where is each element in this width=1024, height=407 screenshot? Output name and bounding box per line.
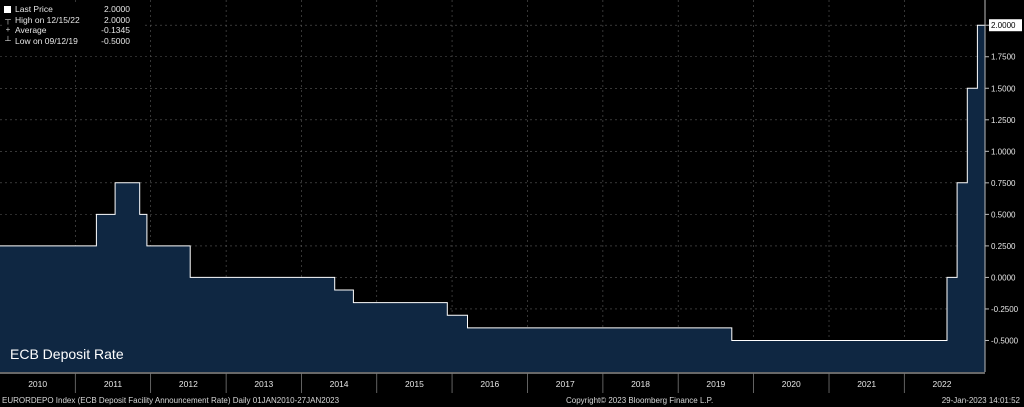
x-tick-label: 2022 [933, 379, 952, 389]
legend-value: -0.5000 [101, 35, 130, 46]
footer-source: EURORDEPO Index (ECB Deposit Facility An… [2, 396, 340, 405]
legend-value: -0.1345 [101, 25, 130, 35]
legend-marker-icon: + [5, 25, 11, 34]
footer-copyright: Copyright© 2023 Bloomberg Finance L.P. [566, 396, 714, 405]
x-axis-band [0, 373, 985, 394]
legend-entry: + Average -0.1345 [2, 25, 142, 36]
legend-value: 2.0000 [104, 14, 130, 25]
last-price-badge [989, 19, 1022, 32]
y-tick-label: 1.0000 [991, 147, 1016, 156]
x-axis: 2010 2011 2012 2013 2014 2015 2016 2017 2018 2019… [0, 372, 985, 394]
y-tick-label: 0.7500 [991, 179, 1016, 188]
x-tick-label: 2014 [330, 379, 349, 389]
y-tick-label: 1.2500 [991, 116, 1016, 125]
x-tick-label: 2020 [782, 379, 801, 389]
legend-label: Low on 09/12/19 [15, 35, 78, 46]
legend-marker-icon: ┬ [5, 14, 11, 24]
x-tick-label: 2016 [480, 379, 499, 389]
series-fill [0, 25, 985, 372]
y-tick-label: 1.7500 [991, 53, 1016, 62]
footer-timestamp: 29-Jan-2023 14:01:52 [941, 396, 1020, 405]
x-tick-label: 2017 [556, 379, 575, 389]
legend-value: 2.0000 [104, 4, 130, 14]
y-tick-label: -0.2500 [991, 305, 1019, 314]
x-tick-label: 2018 [631, 379, 650, 389]
legend: Last Price 2.0000 ┬ High on 12/15/22 2.0000 +… [2, 4, 142, 52]
x-tick-label: 2010 [28, 379, 47, 389]
grid-lines [0, 0, 985, 372]
y-tick-label: 0.0000 [991, 273, 1016, 282]
legend-marker-icon [4, 6, 11, 13]
x-tick-label: 2015 [405, 379, 424, 389]
x-tick-label: 2012 [179, 379, 198, 389]
y-tick-label: 1.5000 [991, 84, 1016, 93]
legend-marker-icon: ┴ [5, 35, 11, 45]
y-tick-label: 0.5000 [991, 210, 1016, 219]
y-axis: 2.0000 1.7500 1.5000 1.2500 1.0000 0.7500 0.50… [984, 0, 1022, 372]
legend-label: High on 12/15/22 [15, 14, 80, 25]
y-tick-label: -0.5000 [991, 336, 1019, 345]
legend-entry: ┬ High on 12/15/22 2.0000 [2, 15, 142, 26]
y-tick-label: 2.0000 [991, 21, 1016, 30]
legend-label: Average [15, 25, 47, 35]
legend-label: Last Price [15, 4, 53, 14]
series-area [0, 24, 986, 372]
series-line [0, 24, 985, 341]
y-tick-label: 0.2500 [991, 242, 1016, 251]
chart-title: ECB Deposit Rate [10, 346, 124, 362]
legend-entry: ┴ Low on 09/12/19 -0.5000 [2, 36, 142, 47]
x-tick-label: 2013 [254, 379, 273, 389]
x-tick-label: 2019 [706, 379, 725, 389]
legend-entry: Last Price 2.0000 [2, 4, 142, 15]
x-tick-label: 2011 [104, 379, 123, 389]
x-tick-label: 2021 [857, 379, 876, 389]
